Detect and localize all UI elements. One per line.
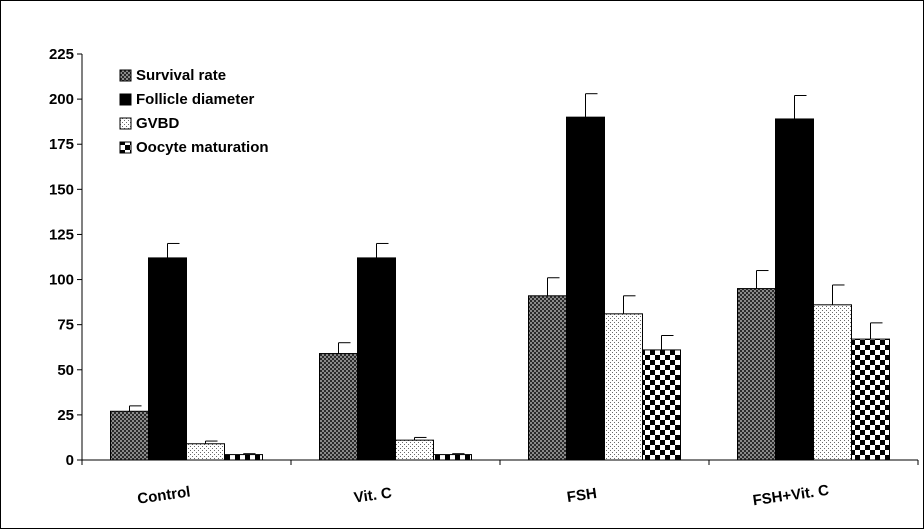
y-tick-label: 225 [49, 46, 74, 63]
legend-label: GVBD [136, 115, 180, 132]
bar [319, 353, 358, 461]
bars [110, 93, 890, 461]
legend-label: Follicle diameter [136, 91, 255, 108]
y-tick-label: 200 [49, 91, 74, 108]
bar [357, 257, 396, 461]
bar [851, 338, 890, 461]
y-tick-label: 50 [57, 362, 74, 379]
y-tick-label: 0 [66, 452, 74, 469]
bar [186, 443, 225, 461]
y-tick-label: 150 [49, 181, 74, 198]
legend-swatch [119, 141, 132, 154]
bar [528, 295, 567, 461]
bar [224, 454, 263, 461]
y-tick-label: 75 [57, 317, 74, 334]
legend-swatch [119, 117, 132, 130]
bar [148, 257, 187, 461]
x-category-label: FSH+Vit. C [752, 482, 831, 510]
legend-swatch [119, 93, 132, 106]
legend-label: Survival rate [136, 67, 226, 84]
bar [433, 454, 472, 461]
x-category-label: Control [136, 483, 191, 507]
y-tick-label: 125 [49, 226, 74, 243]
legend: Survival rate Follicle diameter GVBD Oocyte… [119, 67, 269, 156]
bar [604, 313, 643, 461]
legend-label: Oocyte maturation [136, 139, 269, 156]
x-category-label: FSH [566, 485, 598, 506]
x-category-label: Vit. C [353, 484, 393, 506]
bar [775, 118, 814, 461]
bar [566, 116, 605, 461]
legend-swatch [119, 69, 132, 82]
bar [395, 439, 434, 461]
y-tick-label: 175 [49, 136, 74, 153]
bar [737, 288, 776, 461]
bar [642, 349, 681, 461]
y-tick-label: 25 [57, 407, 74, 424]
bar [110, 410, 149, 461]
y-tick-label: 100 [49, 272, 74, 289]
labels: 0 25 50 75 100 125 150 175 200 225 Control Vit. C FS… [49, 46, 830, 509]
bar [813, 304, 852, 461]
